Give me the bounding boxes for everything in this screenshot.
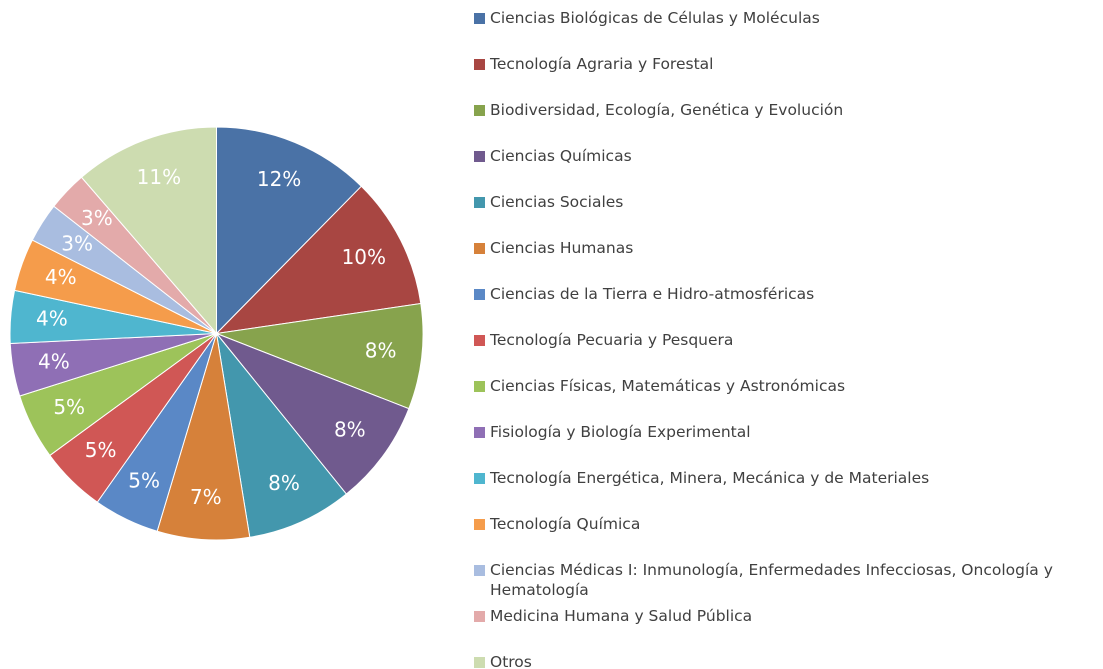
legend-item: Tecnología Energética, Minera, Mecánica … — [474, 468, 1099, 488]
pie-slice — [215, 331, 348, 538]
legend-label: Tecnología Pecuaria y Pesquera — [490, 331, 734, 349]
data-label: 11% — [137, 165, 181, 189]
legend-swatch — [474, 335, 485, 346]
pie: 12%10%8%8%8%7%5%5%5%4%4%4%3%3%11% — [9, 126, 424, 541]
legend-swatch — [474, 243, 485, 254]
legend-swatch — [474, 657, 485, 668]
legend-swatch — [474, 59, 485, 70]
data-label: 8% — [365, 339, 397, 363]
legend-swatch — [474, 565, 485, 576]
legend-label: Medicina Humana y Salud Pública — [490, 607, 753, 625]
legend-swatch — [474, 105, 485, 116]
legend-swatch — [474, 151, 485, 162]
data-label: 4% — [38, 349, 70, 373]
legend-item: Ciencias Químicas — [474, 146, 1099, 166]
legend-item: Biodiversidad, Ecología, Genética y Evol… — [474, 100, 1099, 120]
data-label: 7% — [190, 485, 222, 509]
legend-item: Ciencias Médicas I: Inmunología, Enferme… — [474, 560, 1099, 600]
legend-swatch — [474, 381, 485, 392]
legend-label: Ciencias Químicas — [490, 147, 632, 165]
data-label: 8% — [268, 471, 300, 495]
pie-slice — [80, 126, 217, 335]
data-label: 8% — [334, 418, 366, 442]
legend-label: Tecnología Agraria y Forestal — [490, 55, 714, 73]
legend-label: Otros — [490, 653, 532, 669]
data-label: 10% — [342, 245, 386, 269]
legend-item: Ciencias Sociales — [474, 192, 1099, 212]
legend-swatch — [474, 611, 485, 622]
legend-item: Tecnología Pecuaria y Pesquera — [474, 330, 1099, 350]
legend-item: Ciencias de la Tierra e Hidro-atmosféric… — [474, 284, 1099, 304]
legend-label: Fisiología y Biología Experimental — [490, 423, 751, 441]
data-label: 3% — [61, 231, 93, 255]
data-label: 12% — [257, 167, 301, 191]
legend-item: Ciencias Físicas, Matemáticas y Astronóm… — [474, 376, 1099, 396]
data-label: 3% — [81, 206, 113, 230]
pie-slice — [214, 332, 410, 495]
legend-label: Tecnología Química — [490, 515, 641, 533]
legend-swatch — [474, 289, 485, 300]
data-label: 5% — [128, 469, 160, 493]
legend-label: Ciencias de la Tierra e Hidro-atmosféric… — [490, 285, 815, 303]
legend-label: Ciencias Médicas I: Inmunología, Enferme… — [490, 561, 1053, 599]
legend-item: Ciencias Humanas — [474, 238, 1099, 258]
data-label: 4% — [36, 307, 68, 331]
legend-label: Ciencias Sociales — [490, 193, 624, 211]
legend-label: Tecnología Energética, Minera, Mecánica … — [490, 469, 930, 487]
pie-slice — [216, 126, 363, 335]
legend-swatch — [474, 427, 485, 438]
legend-label: Ciencias Humanas — [490, 239, 634, 257]
data-label: 4% — [45, 265, 77, 289]
legend-item: Otros — [474, 652, 1099, 669]
pie-slice — [215, 185, 422, 335]
legend-item: Fisiología y Biología Experimental — [474, 422, 1099, 442]
pie-slice — [214, 302, 424, 410]
legend-item: Tecnología Agraria y Forestal — [474, 54, 1099, 74]
legend-item: Medicina Humana y Salud Pública — [474, 606, 1099, 626]
data-label: 5% — [53, 395, 85, 419]
legend-swatch — [474, 13, 485, 24]
legend-label: Ciencias Físicas, Matemáticas y Astronóm… — [490, 377, 846, 395]
legend-swatch — [474, 473, 485, 484]
legend-item: Ciencias Biológicas de Células y Molécul… — [474, 8, 1099, 28]
data-label: 5% — [85, 438, 117, 462]
legend-label: Ciencias Biológicas de Células y Molécul… — [490, 9, 820, 27]
legend-label: Biodiversidad, Ecología, Genética y Evol… — [490, 101, 844, 119]
legend-swatch — [474, 197, 485, 208]
legend-swatch — [474, 519, 485, 530]
legend-item: Tecnología Química — [474, 514, 1099, 534]
